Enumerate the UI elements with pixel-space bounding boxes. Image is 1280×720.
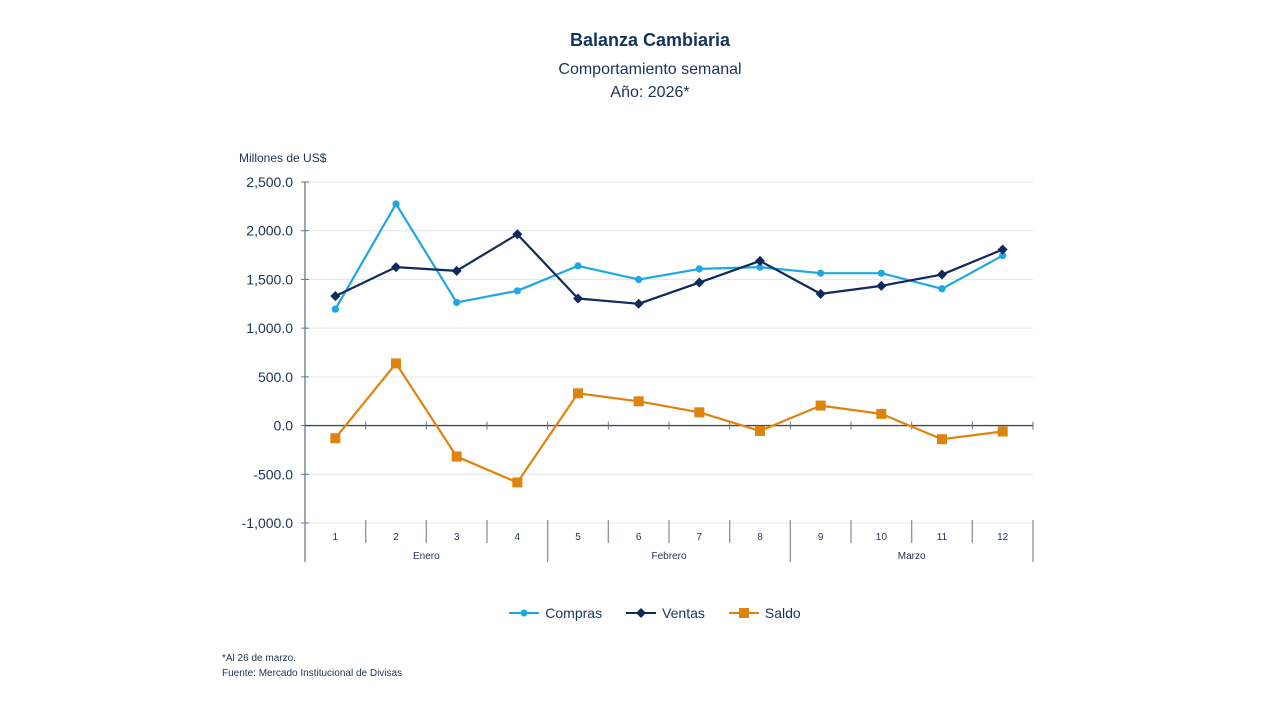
chart-year: Año: 2026* [610,84,690,101]
data-point-saldo [876,408,887,419]
x-group-label: Marzo [898,551,926,562]
data-point-saldo [512,477,523,488]
data-point-ventas [391,262,401,273]
data-point-saldo [330,433,341,444]
legend-item-saldo: Saldo [728,605,801,621]
data-point-compras [999,251,1007,260]
x-tick-label: 5 [575,532,581,543]
x-tick-label: 9 [818,532,824,543]
legend-item-compras: Compras [509,605,602,621]
data-point-compras [817,269,825,277]
legend-label: Saldo [764,605,801,621]
data-point-ventas [330,291,341,302]
x-tick-label: 12 [997,532,1009,543]
x-tick-label: 10 [876,532,888,543]
legend-label: Compras [545,605,603,621]
legend-label: Ventas [662,605,705,621]
footnote: *Al 26 de marzo. [222,653,296,664]
data-point-compras [574,262,582,270]
data-point-ventas [573,293,583,304]
data-point-compras [331,305,339,313]
data-point-saldo [451,451,462,462]
chart-subtitle: Comportamiento semanal [558,61,742,78]
data-point-saldo [815,400,826,411]
legend-diamond-icon [626,608,657,618]
x-tick-label: 2 [393,532,399,543]
data-point-ventas [633,298,644,309]
series-line-compras [334,202,1004,310]
data-point-saldo [391,358,401,369]
y-tick-label: 2,500.0 [246,174,293,190]
data-point-compras [756,263,764,271]
x-group-label: Enero [413,551,440,562]
x-tick-label: 3 [454,532,460,543]
data-point-saldo [573,388,583,399]
x-tick-label: 1 [333,532,339,543]
y-tick-label: 0.0 [274,418,294,434]
data-point-compras [392,200,400,208]
data-point-ventas [997,244,1008,255]
series-line-saldo [334,362,1003,484]
data-point-saldo [694,407,705,418]
data-point-compras [513,287,521,295]
x-tick-label: 7 [697,532,703,543]
legend: Compras Ventas Saldo [0,605,1280,622]
x-group-label: Febrero [651,551,686,562]
x-tick-label: 11 [937,532,948,543]
legend-item-ventas: Ventas [626,605,705,621]
data-point-saldo [937,434,947,445]
legend-circle-icon [509,609,540,617]
data-point-ventas [694,277,705,288]
data-point-ventas [512,229,523,240]
data-point-ventas [755,255,765,266]
series-line-ventas [334,233,1004,305]
data-point-compras [938,285,946,293]
data-point-saldo [997,426,1008,437]
data-point-ventas [815,288,826,299]
legend-square-icon [728,608,759,618]
y-axis-unit-label: Millones de US$ [239,151,327,165]
y-tick-label: 1,500.0 [246,271,293,287]
data-point-compras [695,265,703,273]
data-point-saldo [633,396,644,407]
x-tick-label: 6 [636,532,642,543]
y-tick-label: 1,000.0 [246,320,293,336]
data-point-compras [635,275,643,284]
y-tick-label: -1,000.0 [242,515,294,531]
data-point-saldo [755,425,765,436]
data-point-compras [453,298,461,307]
data-point-ventas [937,269,947,280]
x-tick-label: 8 [757,532,763,543]
data-point-ventas [451,265,462,276]
y-tick-label: 500.0 [258,369,293,385]
chart-title: Balanza Cambiaria [569,30,731,50]
y-tick-label: 2,000.0 [246,223,293,239]
x-tick-label: 4 [515,532,521,543]
data-point-ventas [876,280,887,291]
source-note: Fuente: Mercado Institucional de Divisas [222,668,403,679]
data-point-compras [877,269,885,277]
y-tick-label: -500.0 [253,466,293,482]
